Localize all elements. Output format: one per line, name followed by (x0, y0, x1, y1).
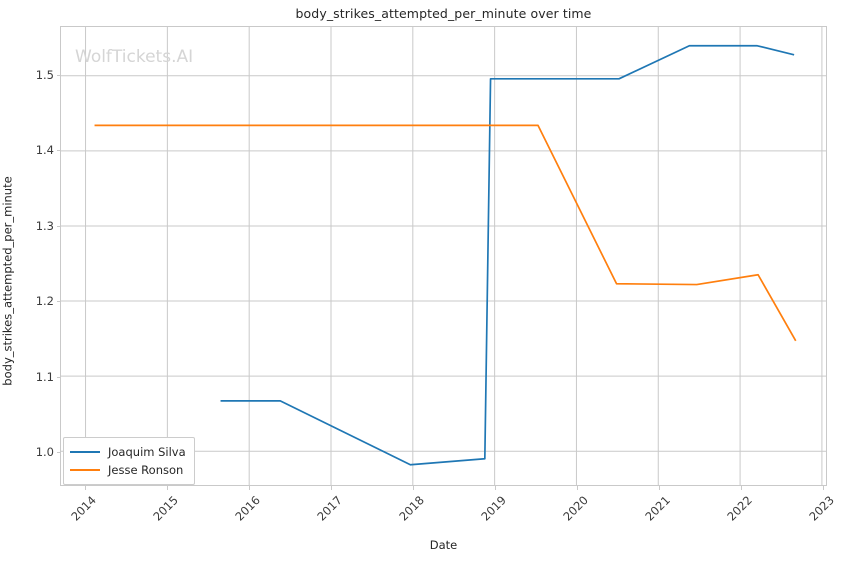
x-axis-tick-mark (248, 486, 250, 490)
y-axis-tick-label: 1.3 (35, 218, 54, 233)
x-axis-tick-mark (658, 486, 660, 490)
grid-lines (61, 27, 826, 485)
x-axis-tick-mark (412, 486, 414, 490)
legend-item-label: Joaquim Silva (108, 445, 186, 459)
y-axis-tick-mark (56, 150, 60, 152)
y-axis-tick-mark (56, 376, 60, 378)
legend-line-swatch-icon (70, 451, 100, 453)
x-axis-label: Date (429, 538, 458, 552)
y-axis-tick-mark (56, 301, 60, 303)
x-axis-tick-mark (822, 486, 824, 490)
y-axis-tick-mark (56, 452, 60, 454)
x-axis-tick-mark (330, 486, 332, 490)
data-series-lines (94, 44, 797, 466)
legend-item[interactable]: Joaquim Silva (70, 443, 186, 461)
y-axis-tick-label: 1.4 (35, 143, 54, 158)
y-axis-tick-mark (56, 225, 60, 227)
y-axis-tick-label: 1.2 (35, 294, 54, 309)
y-axis-label-text: body_strikes_attempted_per_minute (1, 175, 15, 386)
y-axis-label: body_strikes_attempted_per_minute (0, 0, 17, 561)
y-axis-tick-label: 1.0 (35, 445, 54, 460)
chart-legend[interactable]: Joaquim Silva Jesse Ronson (63, 437, 195, 485)
legend-item-label: Jesse Ronson (108, 463, 184, 477)
series-line-1 (220, 44, 795, 466)
x-axis-tick-mark (166, 486, 168, 490)
x-axis-tick-mark (576, 486, 578, 490)
series-line-2 (94, 124, 797, 342)
y-axis-tick-mark (56, 75, 60, 77)
x-axis-tick-mark (494, 486, 496, 490)
chart-figure: body_strikes_attempted_per_minute over t… (0, 0, 837, 561)
legend-item[interactable]: Jesse Ronson (70, 461, 186, 479)
chart-title: body_strikes_attempted_per_minute over t… (295, 6, 592, 21)
x-axis-tick-mark (84, 486, 86, 490)
y-axis-tick-label: 1.5 (35, 68, 54, 83)
legend-line-swatch-icon (70, 469, 100, 471)
plot-area: WolfTickets.AI (60, 26, 827, 486)
x-axis-tick-mark (740, 486, 742, 490)
y-axis-tick-label: 1.1 (35, 369, 54, 384)
